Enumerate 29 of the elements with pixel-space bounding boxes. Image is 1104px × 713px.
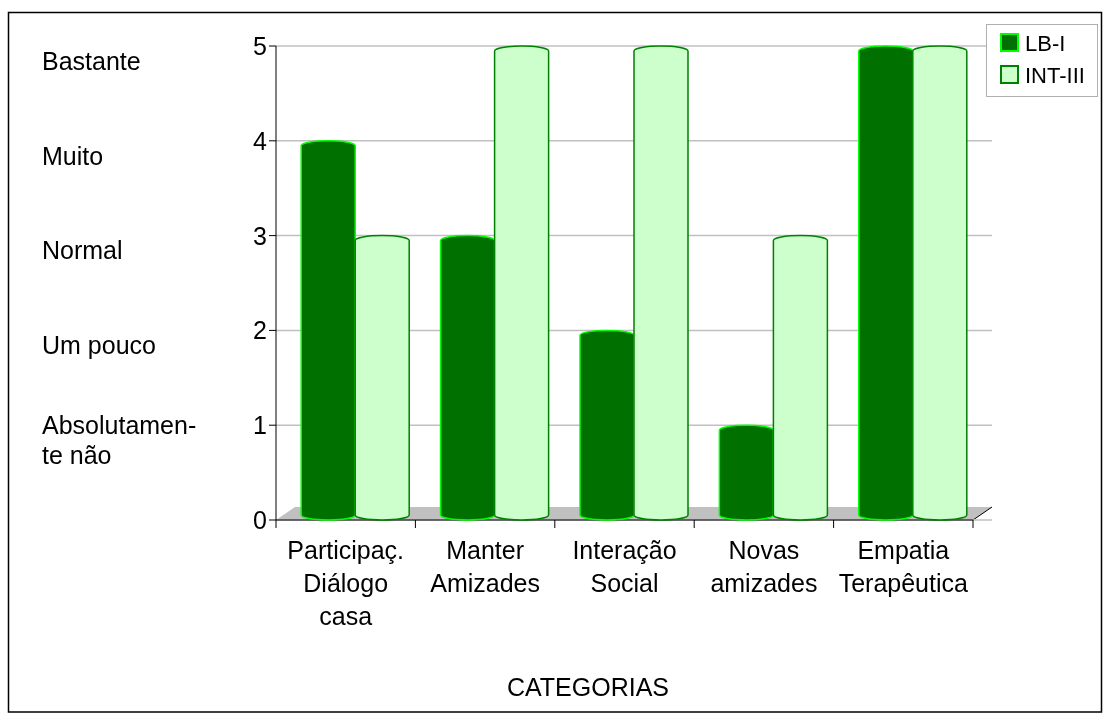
text: Bastante (42, 46, 141, 75)
bar (912, 45, 968, 521)
text: Um pouco (42, 331, 156, 360)
bar (633, 45, 689, 521)
y-tick-label: 0 (253, 506, 267, 534)
x-tick-label: Participaç. Diálogo casa (287, 535, 405, 630)
text: Absolutamen-te não (42, 410, 197, 469)
bar (858, 45, 914, 521)
bar (493, 45, 550, 521)
y-tick-label: 5 (253, 32, 267, 60)
y-tick-label: 1 (253, 411, 267, 440)
x-tick-label: Manter Amizades (430, 535, 540, 597)
bar (354, 234, 410, 521)
text: Muito (42, 141, 104, 170)
y-tick-label: 4 (253, 126, 268, 155)
y-tick-label: 2 (253, 316, 267, 345)
bar (579, 329, 635, 521)
legend-label: LB-I (1025, 30, 1066, 56)
bar (300, 140, 356, 521)
y-tick-label: 3 (253, 221, 267, 250)
x-axis-title: CATEGORIAS (506, 673, 670, 701)
x-tick-label: Novas amizades (710, 535, 818, 597)
text: Normal (42, 236, 123, 265)
legend-label: INT-III (1025, 62, 1085, 88)
bar (718, 424, 775, 521)
x-tick-label: Empatia Terapêutica (838, 535, 969, 597)
bar (772, 234, 829, 521)
x-tick-label: Interação Social (572, 535, 677, 597)
bar (439, 234, 496, 521)
